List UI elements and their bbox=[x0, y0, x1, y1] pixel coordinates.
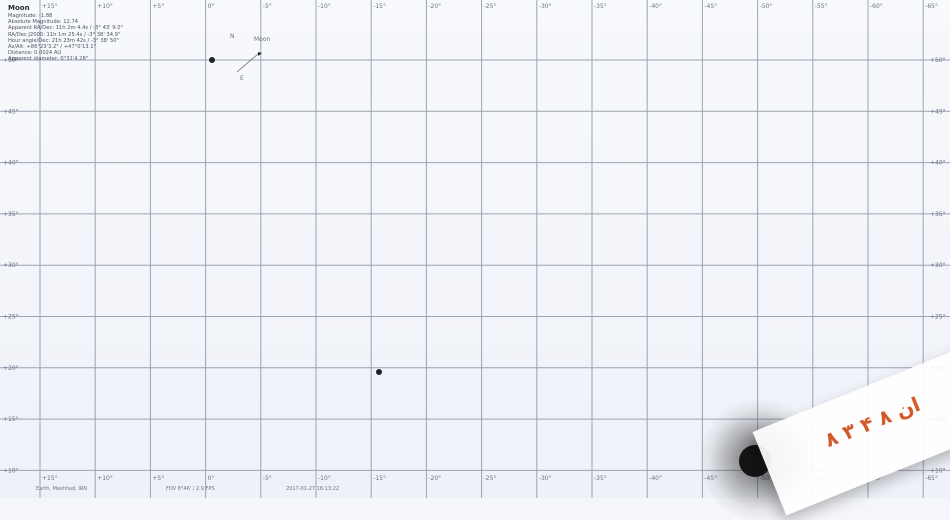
right-tick-label: +35° bbox=[930, 211, 946, 218]
right-tick-label: +50° bbox=[930, 57, 946, 64]
top-tick-label: -5° bbox=[263, 3, 272, 10]
star-dot[interactable] bbox=[376, 369, 382, 375]
top-tick-label: -35° bbox=[594, 3, 607, 10]
top-tick-label: -65° bbox=[925, 3, 938, 10]
bottom-tick-label: -35° bbox=[594, 475, 607, 482]
pointer-icon bbox=[258, 52, 262, 56]
sky-chart[interactable]: +15° +15° +10° +10° +5° +5° 0° 0° -5° -5° -10° -10°… bbox=[0, 0, 950, 498]
info-line: Apparent RA/Dec: 11h 2m 4.4s / -3° 43' 9… bbox=[8, 25, 123, 32]
top-tick-label: +15° bbox=[42, 3, 58, 10]
right-tick-label: +30° bbox=[930, 262, 946, 269]
left-tick-label: +45° bbox=[3, 108, 19, 115]
left-tick-label: +10° bbox=[3, 467, 19, 474]
right-tick-label: +25° bbox=[930, 314, 946, 321]
object-info-lines: Magnitude: -1.88 Absolute Magnitude: 12.7… bbox=[8, 13, 178, 63]
top-tick-label: +5° bbox=[152, 3, 164, 10]
top-tick-label: -50° bbox=[760, 3, 773, 10]
status-location: Earth, Mashhad, IRN bbox=[36, 486, 88, 492]
info-line: Absolute Magnitude: 12.74 bbox=[8, 19, 79, 26]
moon-marker[interactable]: Moon N E bbox=[209, 33, 271, 82]
moon-dot bbox=[209, 57, 215, 63]
left-tick-label: +25° bbox=[3, 314, 19, 321]
top-tick-label: -10° bbox=[318, 3, 331, 10]
top-tick-label: -30° bbox=[539, 3, 552, 10]
bottom-tick-label: -25° bbox=[484, 475, 497, 482]
left-tick-label: +35° bbox=[3, 211, 19, 218]
bottom-tick-label: +10° bbox=[97, 475, 113, 482]
top-tick-label: +10° bbox=[97, 3, 113, 10]
left-tick-label: +15° bbox=[3, 416, 19, 423]
top-tick-label: -40° bbox=[649, 3, 662, 10]
status-datetime: 2017-01-27 16:13:22 bbox=[286, 486, 340, 492]
top-tick-label: -45° bbox=[704, 3, 717, 10]
bottom-tick-label: -5° bbox=[263, 475, 272, 482]
left-tick-label: +40° bbox=[3, 160, 19, 167]
right-tick-label: +10° bbox=[930, 467, 946, 474]
info-line: RA/Dec J2000: 11h 1m 25.4s / -3° 38' 34.… bbox=[8, 31, 121, 38]
status-bar: Earth, Mashhad, IRN FOV 8°46' / 2.9 FPS … bbox=[8, 486, 368, 496]
object-name: Moon bbox=[8, 4, 30, 12]
right-tick-label: +45° bbox=[930, 108, 946, 115]
status-fov: FOV 8°46' / 2.9 FPS bbox=[166, 486, 215, 492]
top-tick-label: -20° bbox=[428, 3, 441, 10]
east-label: E bbox=[240, 75, 244, 82]
bottom-tick-label: -65° bbox=[925, 475, 938, 482]
bottom-tick-label: -30° bbox=[539, 475, 552, 482]
object-info-panel: Moon Magnitude: -1.88 Absolute Magnitude:… bbox=[8, 4, 178, 63]
right-tick-label: +40° bbox=[930, 160, 946, 167]
top-tick-label: -25° bbox=[484, 3, 497, 10]
left-tick-label: +30° bbox=[3, 262, 19, 269]
bottom-tick-label: +5° bbox=[152, 475, 164, 482]
top-tick-label: 0° bbox=[208, 3, 215, 10]
info-line: Distance: 0.0024 AU bbox=[8, 50, 62, 57]
moon-label: Moon bbox=[254, 36, 271, 43]
bottom-tick-label: -15° bbox=[373, 475, 386, 482]
north-label: N bbox=[230, 33, 235, 40]
info-line: Az/Alt: +86°23'3.2" / +47°0'13.1" bbox=[8, 44, 96, 51]
info-line: Hour angle/Dec: 21h 23m 42s / -3° 38' 50… bbox=[8, 37, 119, 44]
left-tick-label: +50° bbox=[3, 57, 19, 64]
info-line: Apparent diameter: 0°31'4.28" bbox=[8, 56, 89, 63]
bottom-tick-label: +15° bbox=[42, 475, 58, 482]
top-tick-label: -60° bbox=[870, 3, 883, 10]
bottom-tick-label: -10° bbox=[318, 475, 331, 482]
info-line: Magnitude: -1.88 bbox=[8, 13, 53, 19]
top-tick-label: -15° bbox=[373, 3, 386, 10]
bottom-tick-label: -20° bbox=[428, 475, 441, 482]
top-tick-label: -55° bbox=[815, 3, 828, 10]
direction-line bbox=[236, 53, 259, 73]
bottom-tick-label: 0° bbox=[208, 475, 215, 482]
left-tick-label: +20° bbox=[3, 365, 19, 372]
bottom-tick-label: -40° bbox=[649, 475, 662, 482]
